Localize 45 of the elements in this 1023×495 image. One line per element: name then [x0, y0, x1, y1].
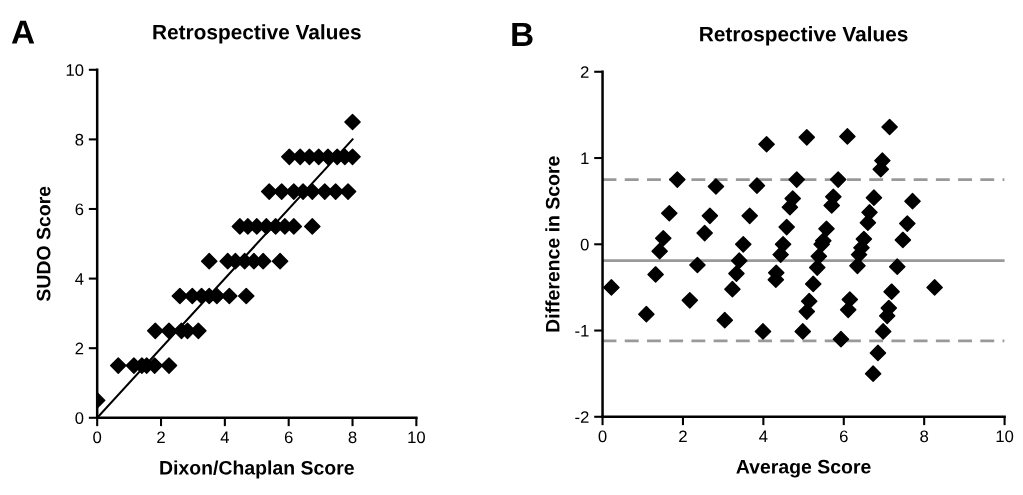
point	[237, 287, 255, 305]
x-tick-label: 6	[284, 431, 293, 444]
x-tick-label: 0	[598, 430, 607, 443]
point	[200, 252, 218, 270]
y-axis-title: SUDO Score	[36, 186, 51, 302]
y-tick-label: -2	[575, 411, 589, 423]
y-axis-title: Difference in Score	[545, 156, 560, 332]
x-tick-label: 10	[408, 431, 425, 444]
x-tick-label: 6	[839, 430, 848, 443]
point	[160, 357, 178, 374]
chart-title: Retrospective Values	[700, 26, 908, 46]
y-tick-label: 4	[75, 273, 84, 285]
point	[221, 287, 238, 305]
point	[160, 322, 178, 340]
x-axis-title: Dixon/Chaplan Score	[160, 460, 354, 479]
x-tick-label: 0	[93, 431, 102, 444]
point	[344, 113, 361, 131]
x-tick-label: 8	[920, 430, 929, 443]
point	[260, 183, 278, 200]
x-tick-label: 2	[157, 431, 165, 444]
x-tick-label: 4	[759, 430, 768, 443]
point	[304, 218, 321, 235]
y-tick-label: 0	[580, 238, 589, 251]
x-tick-label: 4	[220, 431, 229, 444]
point	[271, 252, 289, 270]
x-tick-label: 2	[679, 430, 687, 443]
text: A	[11, 20, 35, 44]
point	[190, 322, 207, 340]
x-tick-label: 8	[348, 431, 357, 444]
y-tick-label: 10	[66, 64, 84, 76]
chart-title: Retrospective Values	[153, 24, 361, 44]
y-tick-label: 8	[75, 133, 84, 146]
y-tick-label: -1	[575, 325, 589, 337]
x-axis-title: Average Score	[736, 459, 871, 478]
point	[146, 322, 164, 340]
y-tick-label: 2	[75, 342, 84, 355]
y-tick-label: 6	[75, 203, 84, 216]
point	[109, 357, 127, 374]
x-tick-label: 10	[996, 430, 1014, 443]
point	[339, 183, 357, 200]
text: B	[512, 22, 533, 46]
point	[273, 183, 290, 200]
y-tick-label: 0	[75, 412, 84, 424]
y-tick-label: 2	[580, 66, 589, 78]
y-tick-label: 1	[581, 152, 589, 165]
